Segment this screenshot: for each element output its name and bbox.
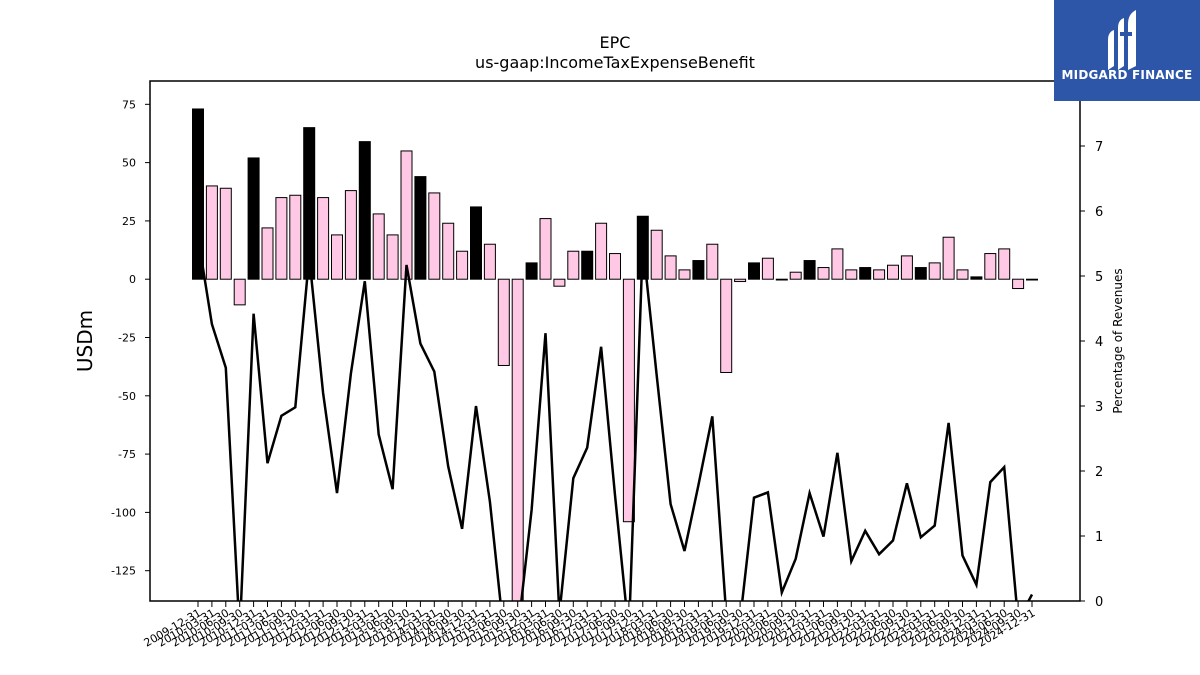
bar [511,278,524,601]
bar [970,276,983,280]
bar [831,248,844,280]
bar [581,250,594,280]
bar [678,269,691,280]
y-tick-label: -75 [118,448,136,461]
bar [275,197,288,280]
y-right-tick-label: 2 [1095,465,1103,480]
y-axis-right-label: Percentage of Revenues [1111,268,1125,413]
y-tick-label: 0 [129,273,136,286]
x-axis: 2009-12-312010-03-312010-06-302010-09-30… [142,601,1038,650]
bar [706,243,719,280]
y-right-tick-label: 5 [1095,270,1103,285]
bar [247,157,260,280]
bar [219,187,232,280]
y-tick-label: 50 [122,157,136,170]
y-right-tick-label: 7 [1095,140,1103,155]
bar [358,141,371,280]
bar [803,260,816,280]
bar [539,218,552,280]
bar [372,213,385,280]
bar [900,255,913,280]
bar [789,271,802,280]
bar [428,192,441,280]
bar [761,257,774,280]
bar [192,108,204,280]
bar [845,269,858,280]
y-axis-left: -125 -100 -75 -50 -25 0 25 50 75 [111,98,150,578]
bar [344,190,357,280]
bar [386,234,399,280]
bar [956,269,969,280]
y-right-tick-label: 1 [1095,530,1103,545]
chart-subtitle: us-gaap:IncomeTaxExpenseBenefit [475,53,755,72]
y-tick-label: -125 [111,565,136,578]
bar [525,262,538,280]
y-right-tick-label: 6 [1095,205,1103,220]
bar [317,197,330,280]
percentage-line [196,236,1034,601]
bar [553,278,566,287]
bar [483,243,496,280]
line-series [196,236,1034,601]
bar [261,227,274,280]
y-tick-label: -25 [118,332,136,345]
bar [873,269,886,280]
bar-series [192,108,1038,601]
chart-title: EPC [600,33,631,52]
bar [609,253,621,280]
bar [303,127,316,280]
bar [859,267,872,280]
bar [942,236,955,280]
bar [595,222,608,280]
bar [622,278,635,523]
bar [817,267,830,280]
y-right-tick-label: 3 [1095,400,1103,415]
bar [233,278,246,306]
bar [1012,278,1025,290]
bar [400,150,413,280]
bar [470,206,482,280]
bar [887,264,899,280]
logo-text: MIDGARD FINANCE [1061,68,1193,82]
bar [664,255,677,280]
bar [442,222,455,280]
y-axis-label: USDm [73,310,97,372]
bar [692,260,705,280]
bar [748,262,760,280]
y-tick-label: -100 [111,506,136,519]
bar [414,176,427,280]
bar [205,185,218,280]
bar [497,278,510,366]
bar [289,194,302,280]
bar [998,248,1011,280]
y-tick-label: 25 [122,215,136,228]
bar [650,229,663,280]
bar [567,250,580,280]
bar [734,278,747,283]
y-axis-right: 0 1 2 3 4 5 6 7 [1080,140,1103,610]
y-tick-label: 75 [122,98,136,111]
bar [720,278,733,373]
brand-logo: MIDGARD FINANCE [1054,0,1200,101]
y-tick-label: -50 [118,390,136,403]
bar [984,253,997,280]
bar [928,262,941,280]
logo-mark-icon [1108,10,1136,70]
plot-frame [149,80,1081,602]
y-right-tick-label: 0 [1095,595,1103,610]
y-right-tick-label: 4 [1095,335,1103,350]
bar [1026,278,1038,281]
bar [456,250,469,280]
bar [775,278,788,281]
bar [331,234,343,280]
bar [914,267,927,280]
